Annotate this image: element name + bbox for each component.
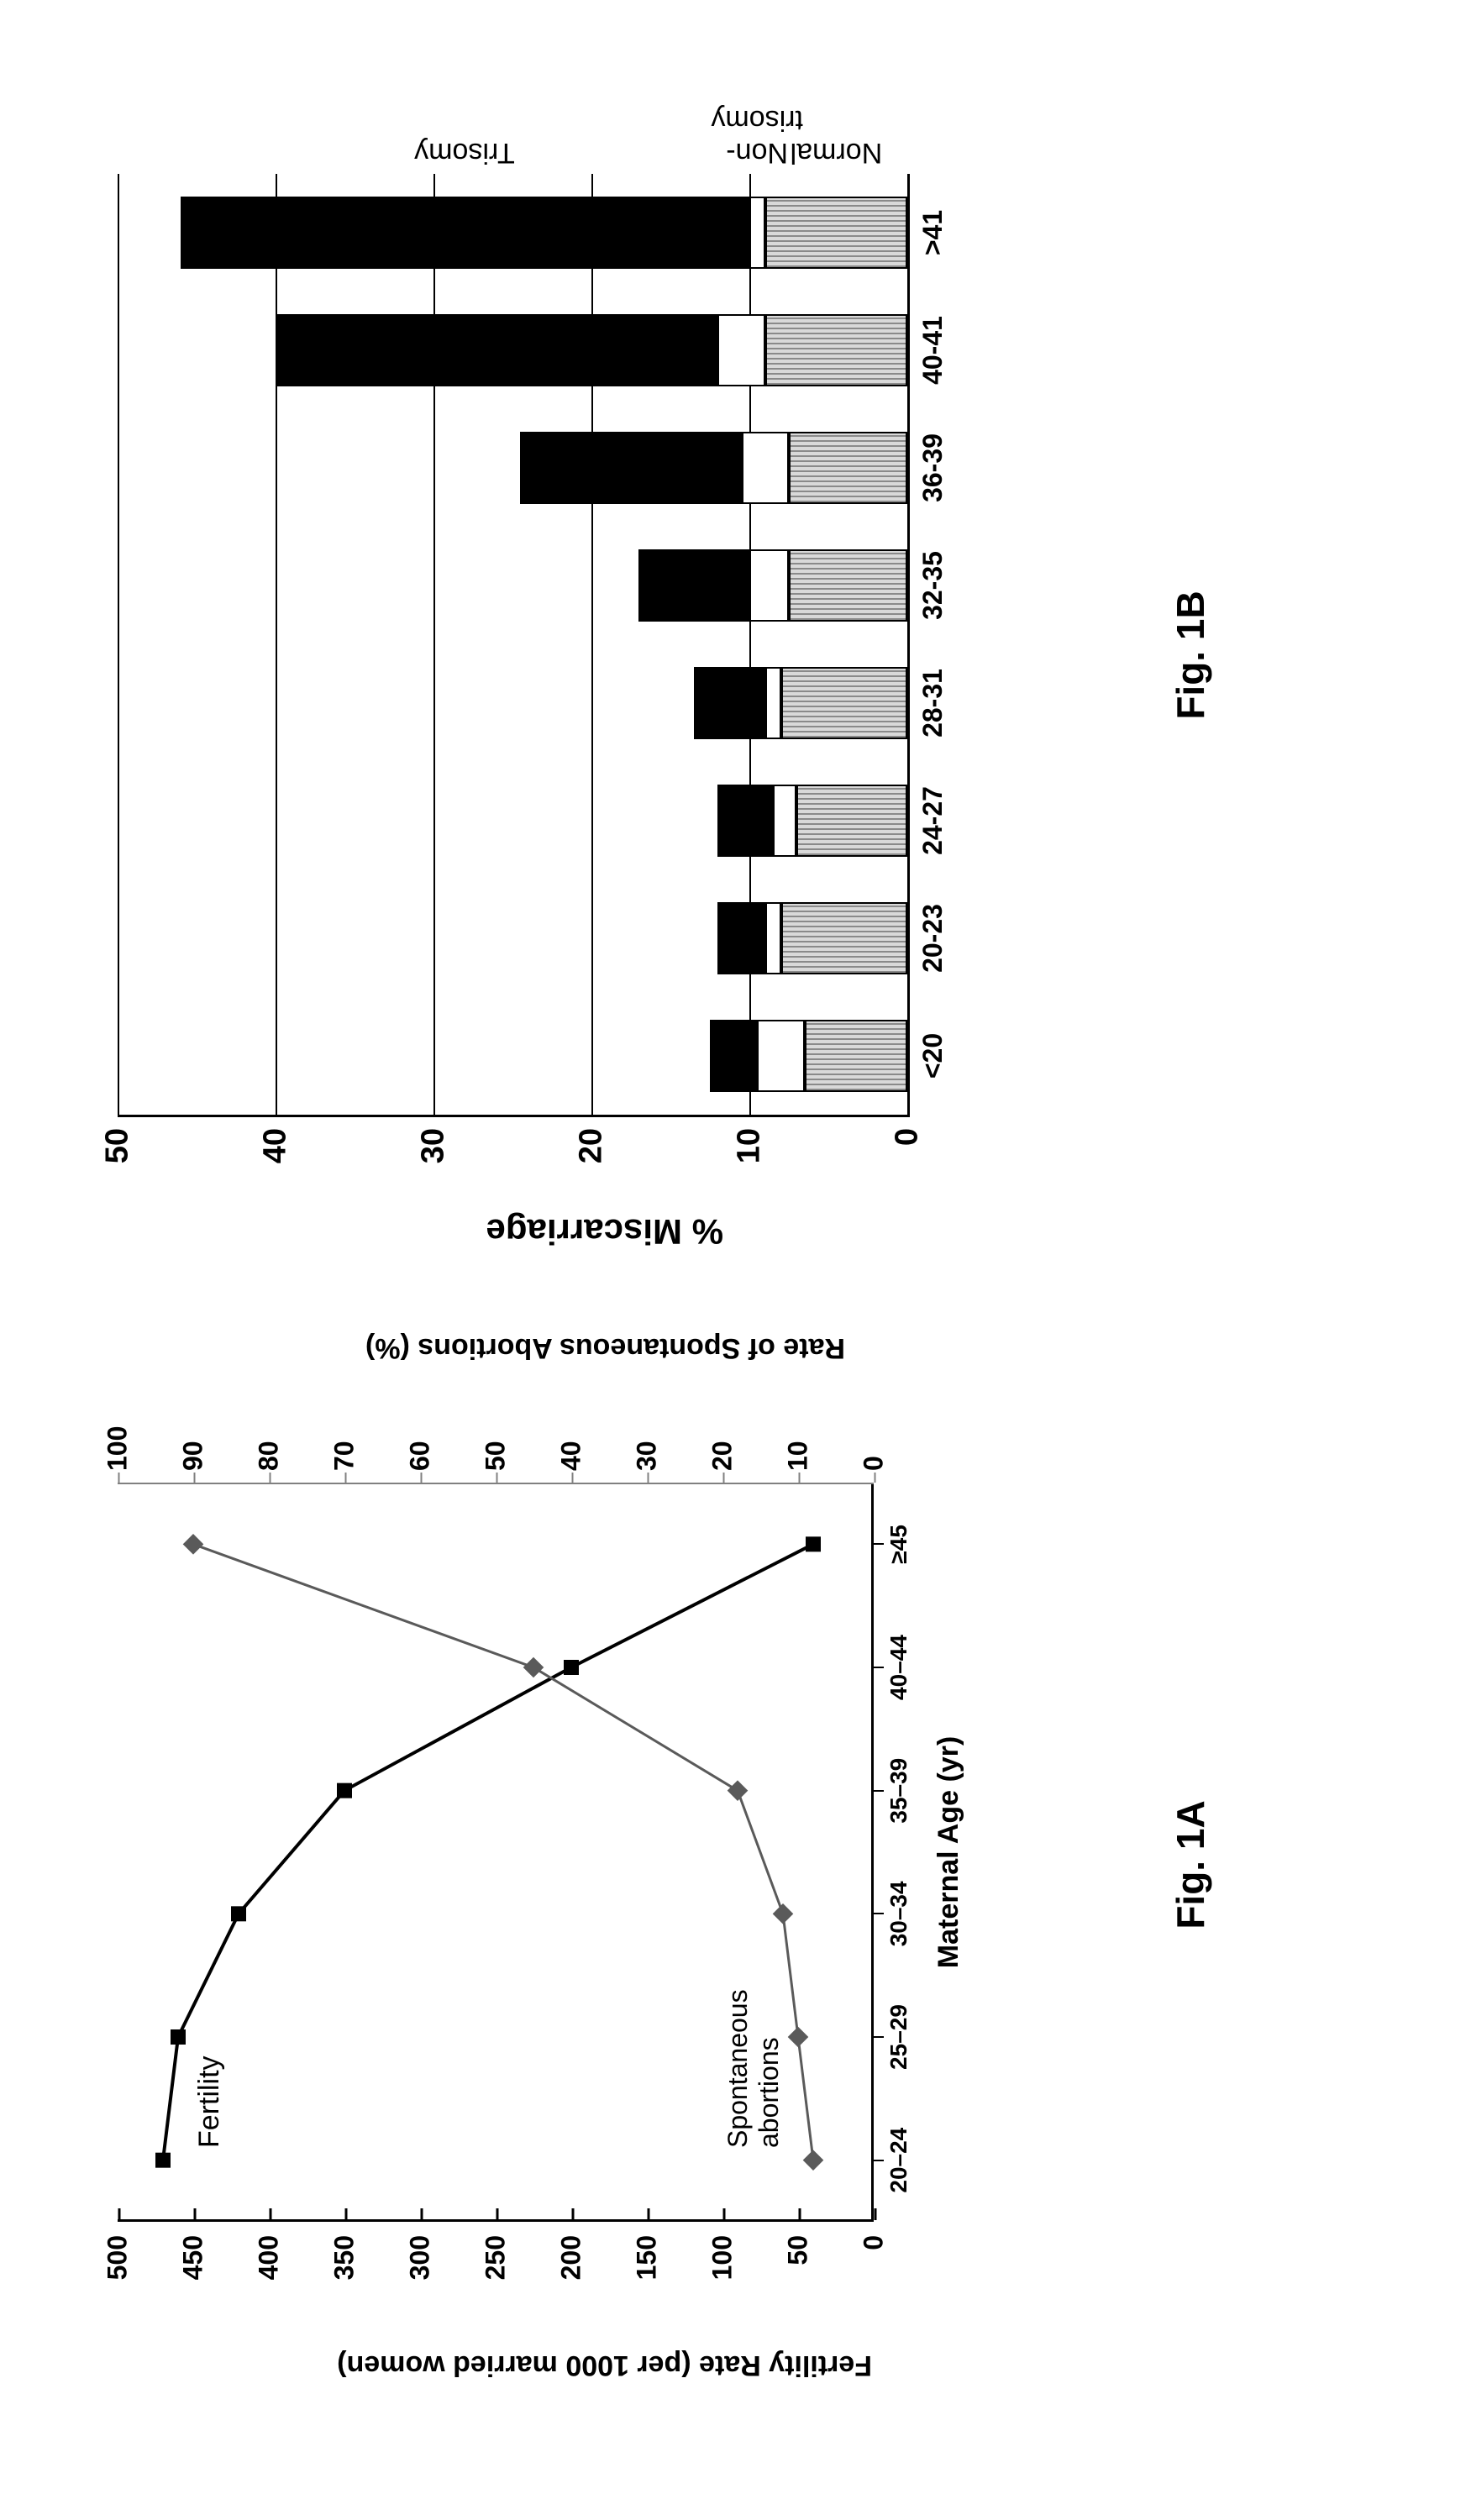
fig-1b-xtick: 32-35 [917,551,948,620]
fig-1b-seg-normal [789,432,907,505]
fig-1b-seg-nontrisomy [765,667,781,740]
fig-1a-ytick-right: 0 [859,1404,890,1471]
fig-1b-xtick: 24-27 [917,786,948,855]
fig-1b-xtick: 20-23 [917,904,948,973]
fig-1a-ytick-left: 0 [859,2222,890,2311]
fig-1b-xtick: 28-31 [917,669,948,738]
fig-1b-seg-trisomy [717,785,773,858]
fig-1a-ytick-left: 450 [178,2222,209,2311]
fig-1b-seg-normal [765,314,907,387]
fig-1b-ytick: 10 [732,1115,768,1195]
fig-1b-bar [181,197,907,270]
fig-1a-ytick-right: 100 [102,1404,134,1471]
fig-1b-seg-trisomy [710,1020,757,1093]
fig-1a-ytick-right: 30 [632,1404,663,1471]
fig-1a-label-abortions: Spontaneous abortions [722,1929,785,2148]
fig-1b-yaxis-title: % Miscarriage [210,1211,1000,1252]
fig-1b-ytick: 0 [890,1115,926,1195]
fig-1a-ytick-right: 90 [178,1404,209,1471]
panel-fig-1a: Fertility Rate (per 1000 married women) … [67,1260,1421,2470]
fig-1a-xtick: 35–39 [885,1758,912,1824]
panel-fig-1b: % Miscarriage 01020304050<2020-2324-2728… [67,50,1421,1260]
fig-1b-seg-trisomy [694,667,765,740]
fig-1a-ytick-left: 300 [405,2222,436,2311]
fig-1a-plot-area: 0501001502002503003504004505000102030405… [118,1483,874,2222]
fig-1a-chart: Fertility Rate (per 1000 married women) … [67,1340,1143,2390]
fig-1a-ytick-left: 150 [632,2222,663,2311]
fig-1a-ytick-left: 250 [481,2222,512,2311]
fig-1b-bar [694,667,907,740]
fig-1b-bar [638,549,907,622]
fig-1b-seg-trisomy [181,197,749,270]
fig-1b-ytick: 20 [574,1115,610,1195]
fig-1b-xtick: <20 [917,1033,948,1079]
fig-1a-xtick: 40–44 [885,1635,912,1700]
fig-1a-xtick: ≥45 [885,1525,912,1564]
fig-1b-seg-normal [796,785,907,858]
fig-1b-caption: Fig. 1B [1168,591,1213,719]
fig-1b-chart: % Miscarriage 01020304050<2020-2324-2728… [67,59,1143,1252]
fig-1a-ytick-right: 80 [254,1404,285,1471]
fig-1b-seg-trisomy [520,432,741,505]
fig-1a-yaxis-right-title: Rate of Spontaneous Abortions (%) [227,1331,983,1364]
fig-1a-ytick-left: 500 [102,2222,134,2311]
fig-1a-xtick: 30–34 [885,1881,912,1946]
fig-1a-ytick-right: 10 [783,1404,814,1471]
fig-1a-caption: Fig. 1A [1168,1800,1213,1929]
fig-1a-ytick-right: 60 [405,1404,436,1471]
fig-1b-seg-nontrisomy [749,549,789,622]
fig-1b-legend-normal: Normal [765,131,907,174]
fig-1b-seg-trisomy [276,314,717,387]
fig-1b-seg-nontrisomy [742,432,789,505]
fig-1a-ytick-left: 50 [783,2222,814,2311]
fig-1b-seg-normal [805,1020,907,1093]
fig-1b-seg-nontrisomy [773,785,796,858]
fig-1b-seg-normal [789,549,907,622]
fig-1a-ytick-right: 40 [556,1404,587,1471]
fig-1b-plot-area: 01020304050<2020-2324-2728-3132-3536-394… [118,174,910,1117]
fig-1a-ytick-left: 350 [329,2222,360,2311]
fig-1b-ytick: 40 [258,1115,294,1195]
fig-1a-xtick: 20–24 [885,2128,912,2193]
fig-1b-bar [717,902,907,975]
fig-1a-xaxis-title: Maternal Age (yr) [933,1483,965,2222]
fig-1b-seg-nontrisomy [765,902,781,975]
fig-1a-ytick-left: 400 [254,2222,285,2311]
fig-1b-ytick: 50 [100,1115,136,1195]
fig-1a-ytick-left: 100 [707,2222,738,2311]
fig-1b-bar [710,1020,907,1093]
fig-1a-yaxis-left-title: Fertility Rate (per 1000 married women) [227,2349,983,2381]
fig-1a-ytick-right: 20 [707,1404,738,1471]
fig-1b-seg-nontrisomy [717,314,764,387]
fig-1a-xtick: 25–29 [885,2004,912,2070]
fig-1b-xtick: >41 [917,210,948,255]
fig-1b-seg-normal [781,667,907,740]
fig-1b-bar [717,785,907,858]
fig-1b-bar [520,432,907,505]
fig-1a-ytick-right: 50 [481,1404,512,1471]
fig-1b-legend-trisomy: Trisomy [181,131,749,174]
fig-1b-xtick: 36-39 [917,433,948,502]
fig-1b-ytick: 30 [416,1115,452,1195]
fig-1b-seg-nontrisomy [749,197,765,270]
fig-1b-seg-trisomy [717,902,764,975]
fig-1b-xtick: 40-41 [917,316,948,385]
fig-1b-seg-nontrisomy [757,1020,804,1093]
fig-1b-seg-normal [781,902,907,975]
fig-1a-ytick-right: 70 [329,1404,360,1471]
fig-1a-ytick-left: 200 [556,2222,587,2311]
fig-1a-label-fertility: Fertility [193,2055,226,2148]
fig-1b-seg-trisomy [638,549,749,622]
fig-1b-seg-normal [765,197,907,270]
fig-1b-bar [276,314,907,387]
